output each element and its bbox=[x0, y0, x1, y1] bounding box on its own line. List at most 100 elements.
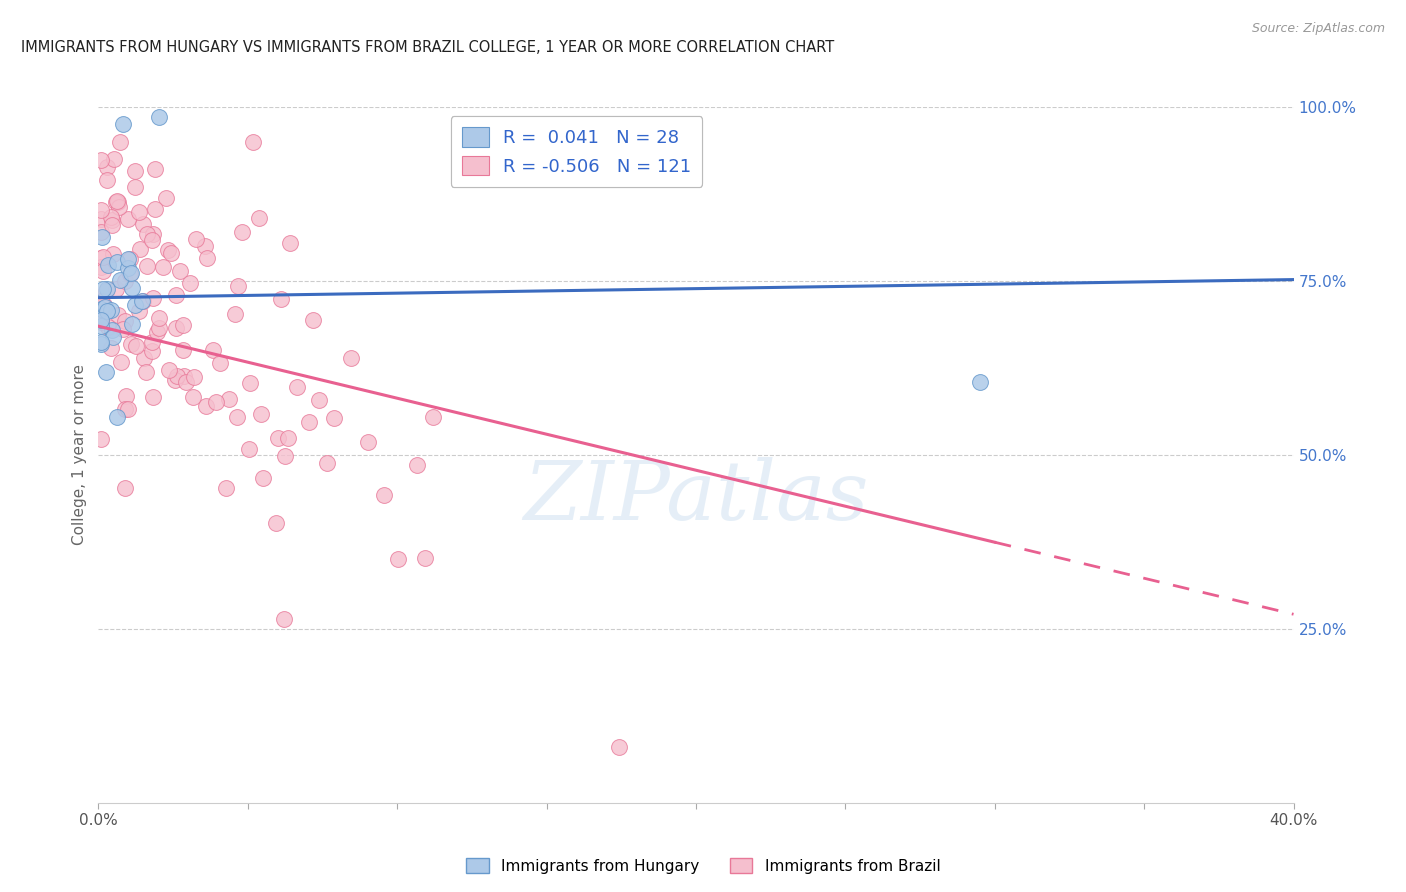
Point bbox=[93, 264, 115, 278]
Point bbox=[285, 380, 308, 394]
Point bbox=[163, 373, 186, 387]
Point bbox=[118, 267, 141, 281]
Point bbox=[155, 192, 177, 206]
Point bbox=[90, 252, 112, 266]
Point bbox=[121, 281, 143, 295]
Point bbox=[114, 401, 136, 416]
Point bbox=[340, 351, 363, 365]
Point bbox=[183, 390, 205, 404]
Point bbox=[94, 285, 117, 299]
Point bbox=[135, 227, 157, 242]
Point bbox=[129, 242, 152, 256]
Point bbox=[90, 293, 112, 308]
Point bbox=[124, 163, 146, 178]
Point bbox=[315, 456, 337, 470]
Point bbox=[195, 251, 218, 265]
Point bbox=[117, 252, 139, 266]
Point bbox=[105, 410, 128, 425]
Point bbox=[184, 232, 207, 246]
Point bbox=[90, 433, 112, 447]
Point bbox=[124, 180, 146, 194]
Point bbox=[96, 304, 118, 318]
Point bbox=[91, 282, 114, 296]
Point bbox=[146, 325, 169, 339]
Point bbox=[115, 389, 138, 403]
Point bbox=[308, 392, 330, 407]
Point bbox=[204, 394, 226, 409]
Point bbox=[100, 303, 122, 318]
Point bbox=[270, 292, 292, 306]
Point bbox=[273, 612, 295, 626]
Point bbox=[90, 153, 112, 168]
Point bbox=[128, 205, 150, 219]
Legend: R =  0.041   N = 28, R = -0.506   N = 121: R = 0.041 N = 28, R = -0.506 N = 121 bbox=[451, 116, 702, 186]
Point bbox=[105, 254, 128, 268]
Y-axis label: College, 1 year or more: College, 1 year or more bbox=[72, 365, 87, 545]
Point bbox=[273, 450, 295, 464]
Point bbox=[125, 339, 148, 353]
Text: Source: ZipAtlas.com: Source: ZipAtlas.com bbox=[1251, 22, 1385, 36]
Point bbox=[252, 471, 274, 485]
Point bbox=[121, 318, 143, 332]
Point bbox=[148, 320, 170, 334]
Point bbox=[165, 288, 187, 302]
Point bbox=[406, 458, 429, 473]
Point bbox=[238, 442, 260, 457]
Point bbox=[90, 260, 112, 274]
Point bbox=[174, 375, 197, 389]
Point bbox=[90, 302, 112, 317]
Point bbox=[90, 212, 112, 227]
Point bbox=[104, 194, 127, 209]
Point bbox=[142, 390, 165, 404]
Point bbox=[142, 227, 165, 241]
Text: ZIPatlas: ZIPatlas bbox=[523, 457, 869, 537]
Point bbox=[94, 301, 117, 315]
Point bbox=[132, 294, 155, 309]
Point bbox=[239, 376, 262, 391]
Point bbox=[107, 309, 129, 323]
Point bbox=[105, 194, 128, 209]
Point bbox=[387, 551, 409, 566]
Point bbox=[90, 203, 112, 218]
Point bbox=[226, 278, 249, 293]
Point bbox=[132, 218, 155, 232]
Point bbox=[101, 247, 124, 261]
Point bbox=[264, 516, 287, 530]
Point bbox=[194, 239, 217, 253]
Point bbox=[297, 415, 319, 429]
Point bbox=[357, 434, 380, 449]
Point bbox=[105, 282, 128, 296]
Point bbox=[96, 365, 118, 379]
Point bbox=[112, 322, 135, 336]
Point bbox=[242, 135, 264, 149]
Point bbox=[373, 488, 395, 502]
Point bbox=[96, 282, 118, 296]
Point bbox=[90, 225, 112, 239]
Point bbox=[143, 202, 166, 217]
Point bbox=[166, 368, 188, 383]
Point bbox=[172, 343, 194, 357]
Point bbox=[117, 212, 139, 227]
Point bbox=[226, 409, 249, 424]
Point bbox=[179, 276, 201, 290]
Point bbox=[91, 250, 114, 264]
Point bbox=[247, 211, 270, 225]
Point bbox=[114, 314, 136, 328]
Point bbox=[93, 298, 115, 312]
Point bbox=[108, 272, 131, 286]
Point bbox=[101, 330, 124, 344]
Point bbox=[103, 152, 125, 166]
Point bbox=[141, 343, 163, 358]
Point bbox=[96, 172, 118, 186]
Point bbox=[120, 266, 142, 280]
Point bbox=[169, 263, 191, 277]
Point bbox=[100, 323, 122, 337]
Point bbox=[231, 225, 253, 239]
Point bbox=[117, 261, 139, 276]
Point bbox=[97, 319, 120, 334]
Point bbox=[100, 341, 122, 355]
Point bbox=[120, 252, 142, 266]
Point bbox=[136, 259, 159, 273]
Point bbox=[131, 293, 153, 308]
Point bbox=[90, 334, 112, 349]
